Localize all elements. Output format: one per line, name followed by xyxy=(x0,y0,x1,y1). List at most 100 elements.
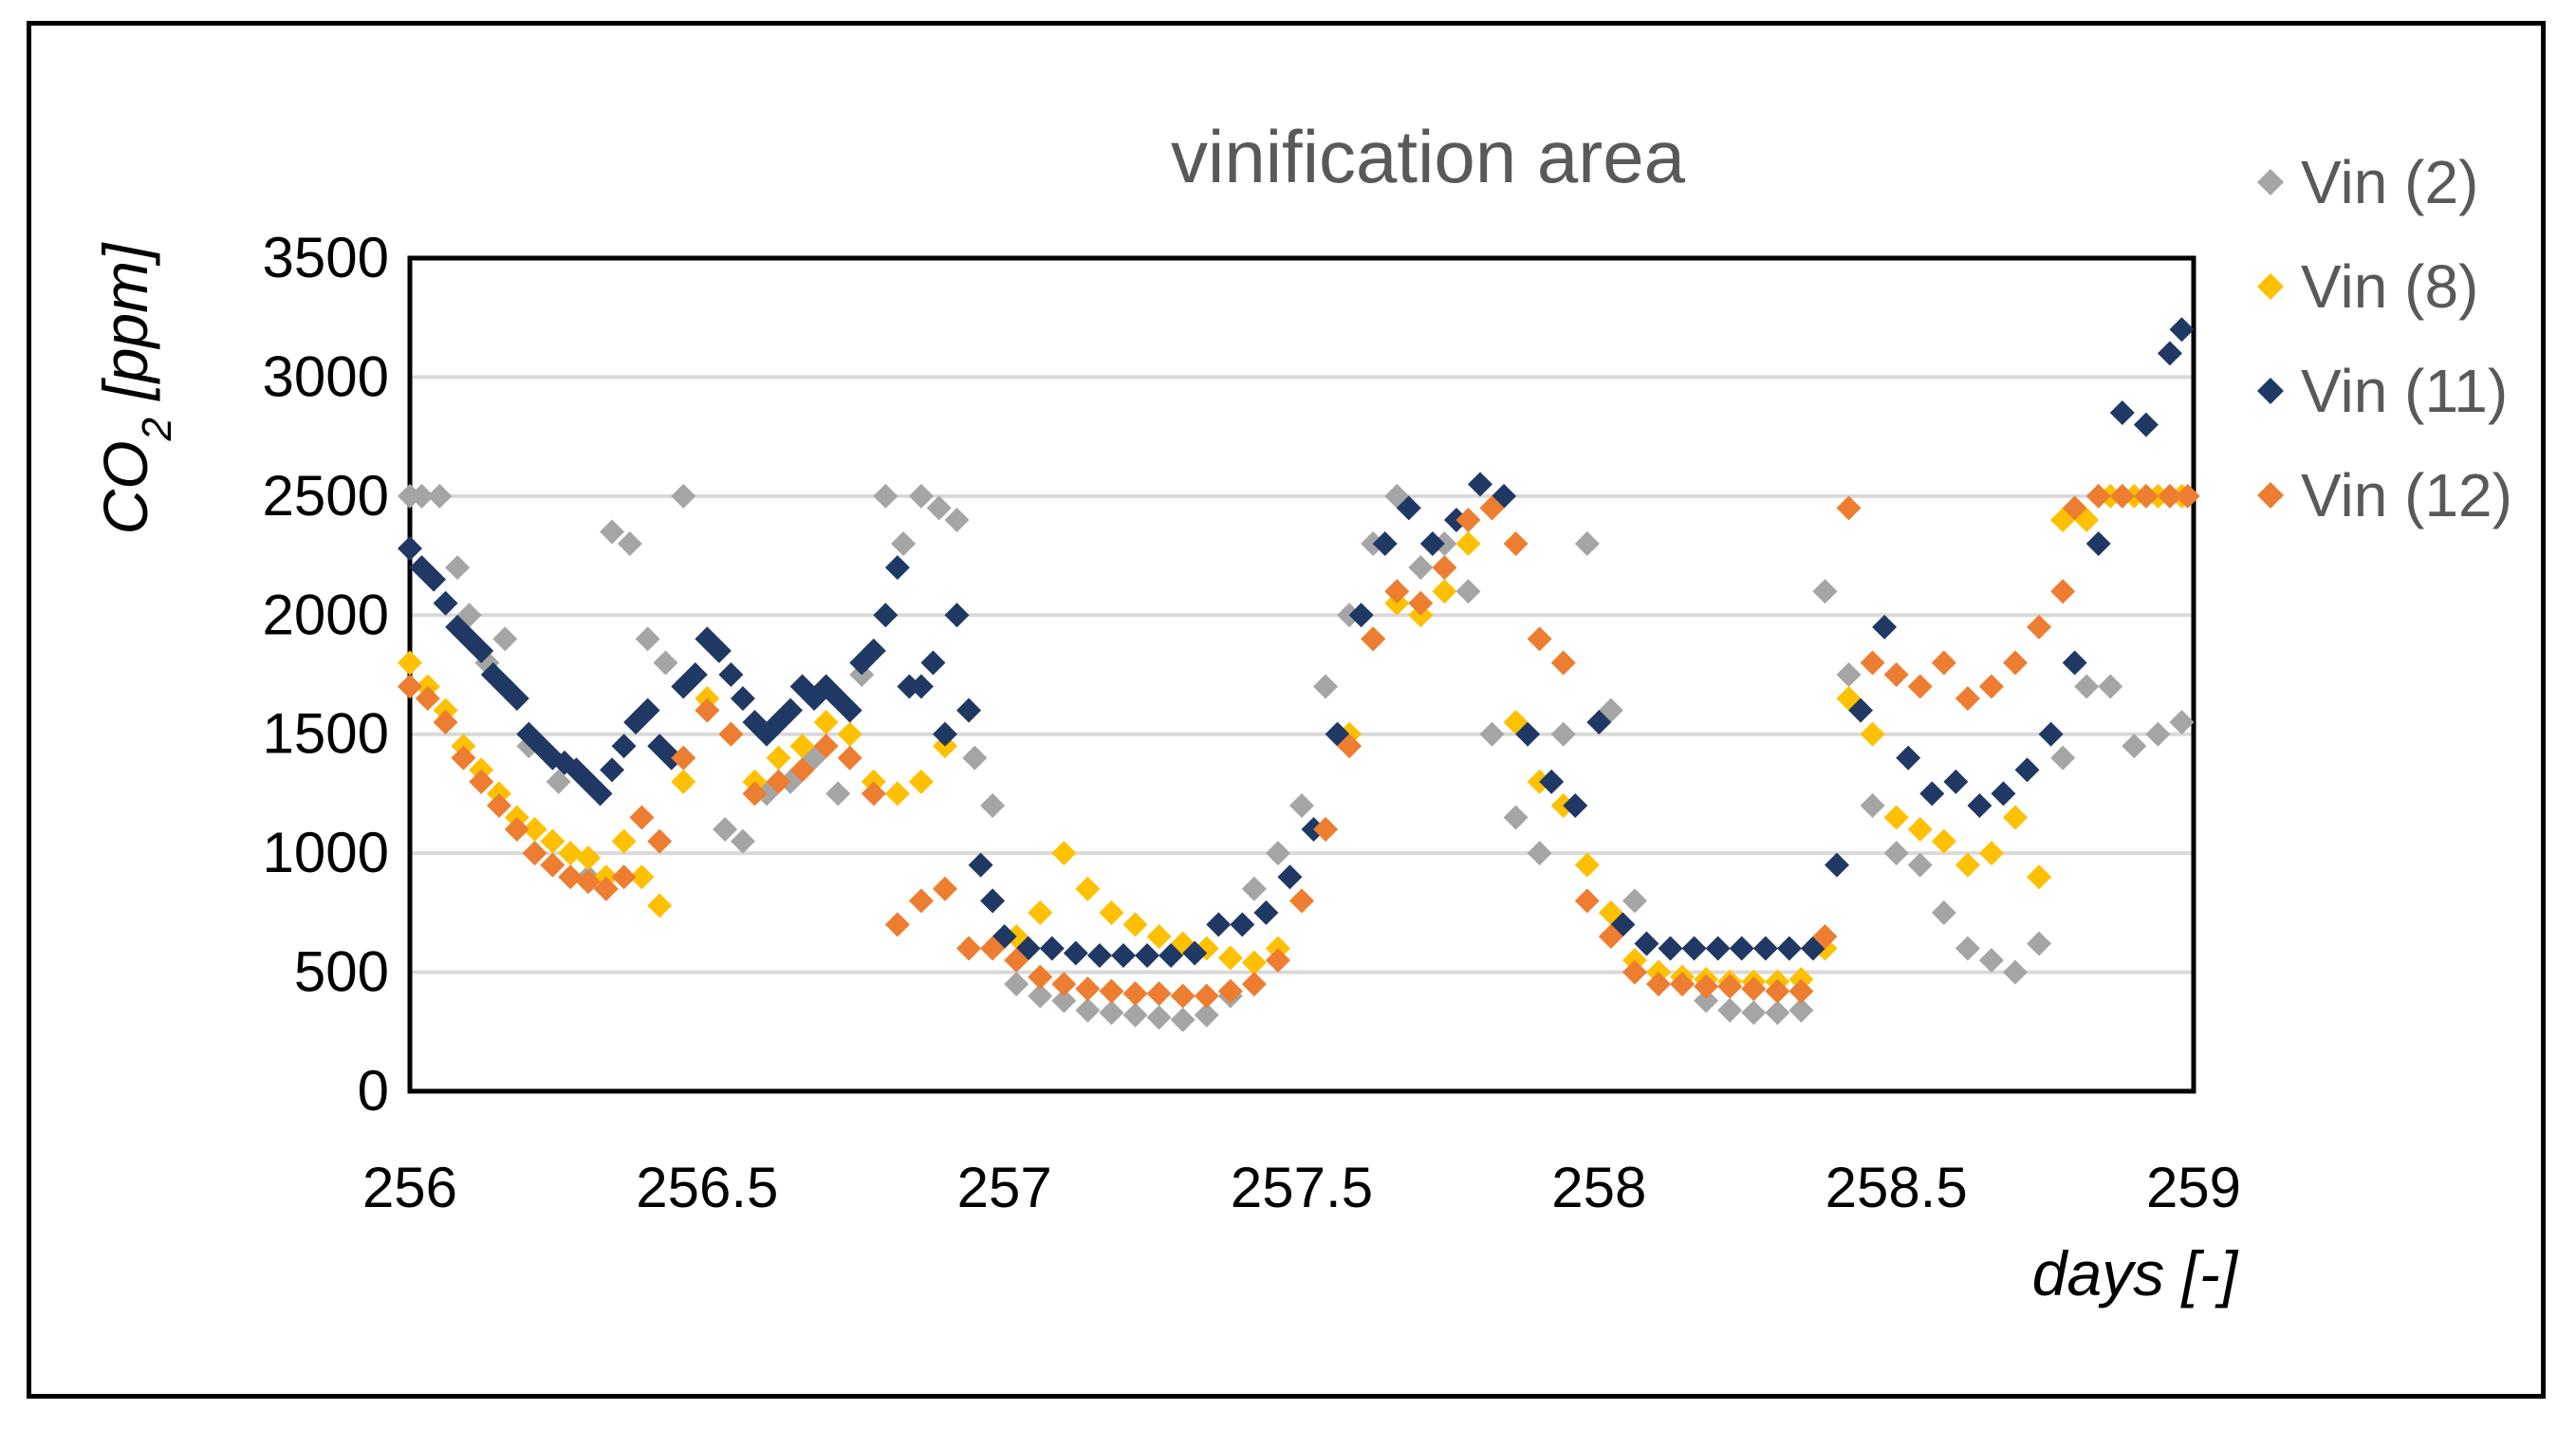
data-point xyxy=(884,781,910,807)
data-point xyxy=(2050,579,2076,604)
data-point xyxy=(593,876,619,901)
data-point xyxy=(1574,531,1600,557)
data-point xyxy=(1479,721,1505,747)
data-point xyxy=(433,590,458,616)
data-point xyxy=(2175,483,2200,509)
data-point xyxy=(1872,614,1898,640)
data-point xyxy=(1099,978,1124,1004)
data-point xyxy=(837,697,862,723)
data-point xyxy=(766,745,791,770)
data-point xyxy=(398,650,422,676)
data-point xyxy=(2038,721,2064,747)
data-point xyxy=(2157,483,2182,509)
data-point xyxy=(1122,981,1148,1007)
data-point xyxy=(778,697,804,723)
data-point xyxy=(1907,674,1933,699)
data-point xyxy=(2133,412,2159,437)
data-point xyxy=(742,781,768,807)
data-point xyxy=(1825,852,1849,878)
data-point xyxy=(1978,674,2004,699)
y-tick-label: 3500 xyxy=(263,226,389,289)
data-point xyxy=(587,781,613,807)
y-tick-label: 0 xyxy=(358,1059,389,1123)
data-point xyxy=(1943,769,1969,794)
data-point xyxy=(1729,936,1754,961)
data-point xyxy=(1694,974,1719,999)
data-point xyxy=(635,697,660,723)
data-point xyxy=(2027,931,2052,956)
legend-label: Vin (2) xyxy=(2301,148,2478,216)
y-tick-label: 1000 xyxy=(263,821,389,884)
data-point xyxy=(933,876,957,901)
data-point xyxy=(920,650,946,676)
data-point xyxy=(1111,943,1136,969)
data-point xyxy=(1812,579,1838,604)
data-point xyxy=(415,686,440,712)
data-point xyxy=(956,697,982,723)
data-point xyxy=(558,841,584,866)
data-point xyxy=(1384,579,1410,604)
data-point xyxy=(1978,948,2004,974)
data-point xyxy=(2169,710,2195,735)
data-point xyxy=(837,721,862,747)
data-point xyxy=(611,864,637,890)
x-tick-label: 259 xyxy=(2146,1156,2241,1219)
data-point xyxy=(647,893,673,919)
legend-label: Vin (11) xyxy=(2301,357,2508,425)
data-point xyxy=(451,745,476,770)
data-point xyxy=(2003,650,2028,676)
data-point xyxy=(1170,1007,1195,1032)
data-point xyxy=(1848,697,1874,723)
data-point xyxy=(1051,841,1077,866)
data-point xyxy=(1146,923,1172,949)
legend-marker xyxy=(2257,169,2284,195)
data-point xyxy=(1051,988,1077,1013)
data-point xyxy=(980,888,1006,914)
data-point xyxy=(1503,805,1529,830)
data-point xyxy=(1670,972,1696,997)
x-tick-label: 258 xyxy=(1551,1156,1646,1219)
data-point xyxy=(1063,940,1088,966)
data-point xyxy=(1563,792,1588,818)
data-point xyxy=(884,912,910,937)
data-point xyxy=(1550,650,1576,676)
data-point xyxy=(1146,1005,1172,1030)
data-point xyxy=(1574,852,1600,878)
data-point xyxy=(1539,769,1565,794)
data-point xyxy=(1361,626,1386,652)
data-point xyxy=(825,781,851,807)
data-point xyxy=(1479,495,1505,521)
data-point xyxy=(2133,483,2159,509)
data-point xyxy=(1586,710,1612,735)
data-point xyxy=(730,686,755,712)
data-point xyxy=(421,566,447,592)
data-point xyxy=(1146,981,1172,1007)
data-point xyxy=(1086,943,1112,969)
data-point xyxy=(409,483,435,509)
data-point xyxy=(2085,483,2111,509)
data-point xyxy=(2027,864,2052,890)
data-point xyxy=(487,792,511,818)
data-point xyxy=(1622,888,1647,914)
data-point xyxy=(861,638,886,663)
data-point xyxy=(1039,936,1065,961)
data-point xyxy=(1348,603,1374,628)
data-point xyxy=(1194,1002,1219,1028)
series-3 xyxy=(398,483,2200,1009)
data-point xyxy=(682,662,708,687)
y-tick-label: 500 xyxy=(294,940,389,1004)
data-point xyxy=(944,507,970,532)
x-tick-label: 258.5 xyxy=(1825,1156,1968,1219)
data-point xyxy=(1931,650,1956,676)
data-point xyxy=(980,936,1006,961)
data-point xyxy=(1075,876,1101,901)
data-point xyxy=(873,603,899,628)
data-point xyxy=(1313,817,1339,843)
data-point xyxy=(789,733,815,759)
data-point xyxy=(1230,912,1255,937)
data-point xyxy=(2098,674,2123,699)
data-point xyxy=(1135,943,1160,969)
data-point xyxy=(695,697,720,723)
data-point xyxy=(1717,997,1743,1023)
data-point xyxy=(492,626,518,652)
